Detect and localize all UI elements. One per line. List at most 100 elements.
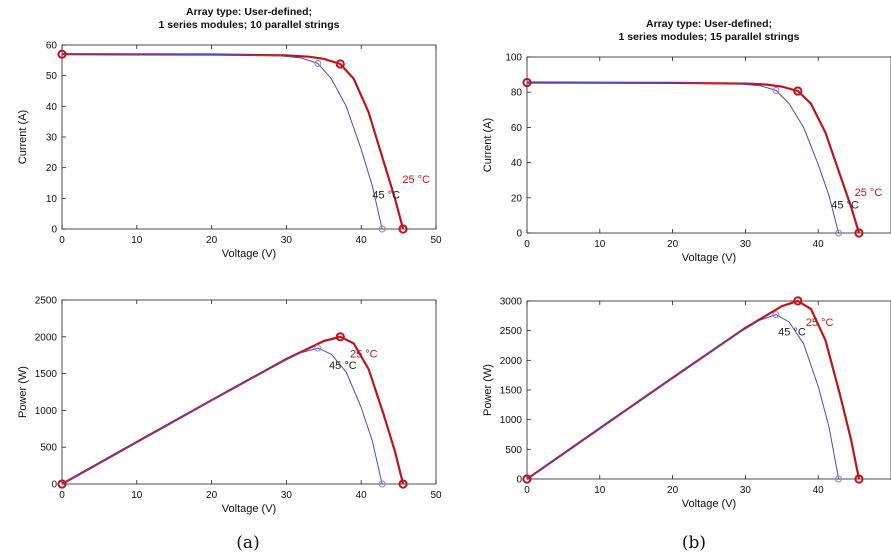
x-tick-label: 20: [667, 485, 679, 496]
data-marker: [314, 59, 322, 67]
x-tick-label: 0: [524, 239, 530, 250]
curve-annotation: 25 °C: [402, 174, 430, 186]
x-tick-label: 30: [281, 235, 293, 246]
y-tick-label: 2000: [35, 332, 58, 343]
curve-annotation: 45 °C: [329, 360, 357, 372]
chart-title-line: 1 series modules; 15 parallel strings: [619, 31, 800, 43]
x-tick-label: 0: [59, 235, 65, 246]
curve-annotation: 25 °C: [350, 348, 378, 360]
x-tick-label: 10: [131, 235, 143, 246]
data-marker: [398, 224, 408, 234]
y-tick-label: 80: [511, 88, 523, 99]
data-marker: [835, 229, 843, 237]
chart-3: 0 10 20 30 40 0 20 40 60 80 100 Voltage (V) Current …: [482, 18, 891, 264]
y-axis-label: Current (A): [17, 110, 29, 164]
series-line-45c: [61, 53, 383, 230]
data-marker: [854, 474, 864, 484]
x-axis-label: Voltage (V): [682, 252, 736, 264]
series-line-45c: [61, 347, 383, 485]
y-tick-label: 40: [46, 102, 58, 113]
x-tick-label: 10: [594, 239, 606, 250]
y-tick-label: 100: [505, 53, 522, 64]
panel-label-b: (b): [682, 533, 706, 553]
y-tick-label: 30: [46, 133, 58, 144]
plot-frame: [61, 299, 437, 485]
y-tick-label: 0: [516, 475, 522, 486]
y-axis-label: Power (W): [17, 366, 29, 418]
x-tick-label: 40: [356, 490, 368, 501]
x-tick-label: 20: [206, 490, 218, 501]
x-tick-label: 40: [356, 235, 368, 246]
y-tick-label: 40: [511, 158, 523, 169]
data-marker: [772, 86, 780, 94]
y-tick-label: 0: [51, 480, 57, 491]
x-tick-label: 20: [667, 239, 679, 250]
chart-title-line: Array type: User-defined;: [646, 18, 772, 30]
data-marker: [854, 228, 864, 238]
y-tick-label: 2500: [35, 296, 58, 307]
y-tick-label: 60: [511, 123, 523, 134]
data-marker: [522, 474, 532, 484]
x-axis-label: Voltage (V): [222, 503, 276, 515]
data-marker: [57, 479, 67, 489]
y-axis-label: Power (W): [482, 364, 494, 416]
y-tick-label: 2000: [500, 356, 523, 367]
y-tick-label: 1000: [500, 415, 523, 426]
curve-annotation: 45 °C: [372, 189, 400, 201]
data-marker: [398, 479, 408, 489]
x-tick-label: 10: [594, 485, 606, 496]
y-tick-label: 3000: [500, 297, 523, 308]
x-tick-label: 0: [524, 485, 530, 496]
chart-title-line: 1 series modules; 10 parallel strings: [159, 19, 340, 31]
data-marker: [522, 77, 532, 88]
y-tick-label: 10: [46, 194, 58, 205]
x-tick-label: 30: [281, 490, 293, 501]
series-line-45c: [526, 81, 840, 234]
y-tick-label: 1500: [35, 369, 58, 380]
x-tick-label: 50: [430, 235, 442, 246]
y-tick-label: 60: [46, 41, 58, 52]
data-marker: [378, 480, 386, 488]
y-tick-label: 50: [46, 71, 58, 82]
y-tick-label: 0: [516, 229, 522, 240]
y-axis-label: Current (A): [482, 118, 494, 172]
y-tick-label: 20: [46, 163, 58, 174]
data-marker: [335, 332, 345, 342]
y-tick-label: 2500: [500, 326, 523, 337]
x-axis-label: Voltage (V): [682, 498, 736, 510]
data-marker: [335, 59, 345, 69]
y-tick-label: 1000: [35, 406, 58, 417]
data-marker: [378, 225, 386, 233]
panel-label-a: (a): [236, 533, 259, 553]
curve-annotation: 45 °C: [778, 326, 806, 338]
x-tick-label: 50: [430, 490, 442, 501]
x-tick-label: 40: [813, 485, 825, 496]
data-marker: [772, 311, 780, 319]
curve-annotation: 25 °C: [806, 317, 834, 329]
y-tick-label: 500: [505, 445, 522, 456]
series-line-45c: [526, 314, 840, 480]
data-marker: [314, 344, 322, 352]
x-tick-label: 30: [740, 239, 752, 250]
x-axis-label: Voltage (V): [222, 248, 276, 260]
x-tick-label: 0: [59, 490, 65, 501]
curve-annotation: 45 °C: [831, 199, 859, 211]
y-tick-label: 1500: [500, 386, 523, 397]
x-tick-label: 40: [813, 239, 825, 250]
y-tick-label: 0: [51, 225, 57, 236]
curve-annotation: 25 °C: [855, 187, 883, 199]
x-tick-label: 30: [740, 485, 752, 496]
y-tick-label: 500: [40, 443, 57, 454]
y-tick-label: 20: [511, 193, 523, 204]
x-tick-label: 20: [206, 235, 218, 246]
data-marker: [793, 86, 803, 96]
chart-title-line: Array type: User-defined;: [186, 6, 312, 18]
data-marker: [57, 49, 67, 59]
x-tick-label: 10: [131, 490, 143, 501]
chart-4: 0 10 20 30 40 0 500 1000 1500 2000 2500 3000 Voltage…: [482, 296, 891, 510]
plot-frame: [526, 56, 891, 234]
chart-1: 0 10 20 30 40 50 0 10 20 30 40 50 60 Voltage (V) Curre…: [17, 6, 442, 260]
